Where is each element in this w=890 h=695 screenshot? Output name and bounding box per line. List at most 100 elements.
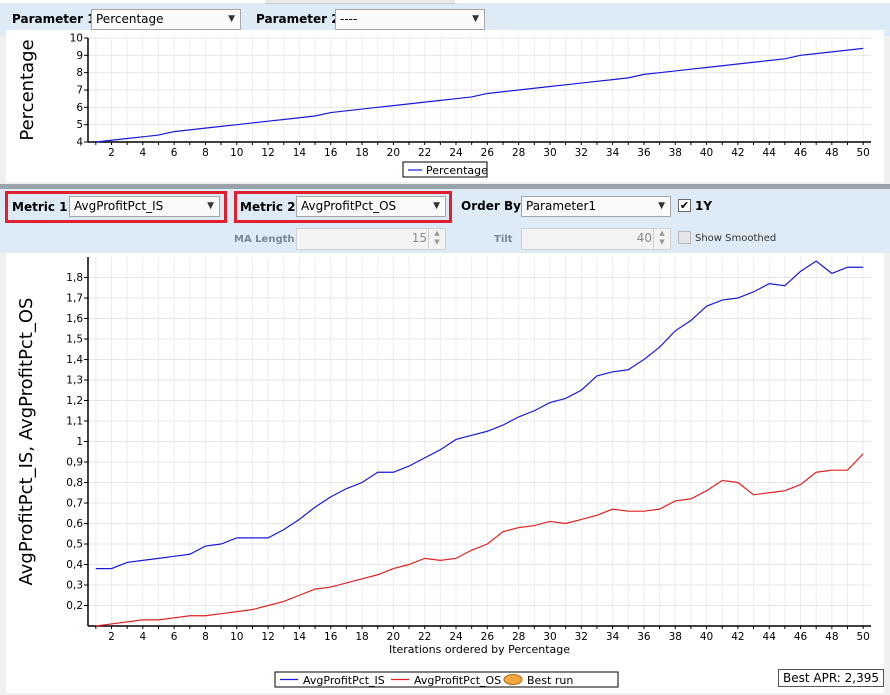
- x-tick-label: 26: [481, 147, 495, 159]
- x-tick-label: 22: [418, 147, 431, 159]
- y-tick-label: 0,4: [66, 559, 83, 571]
- x-tick-label: 40: [700, 631, 713, 643]
- chevron-down-icon: ▼: [433, 201, 440, 211]
- legend-box: [274, 671, 619, 688]
- x-tick-label: 30: [543, 147, 556, 159]
- best-apr-box: Best APR: 2,395: [778, 669, 885, 687]
- y-tick-label: 1: [76, 436, 83, 448]
- parameter2-label: Parameter 2: [256, 12, 340, 26]
- chevron-down-icon: ▼: [228, 14, 235, 24]
- parameter1-value: Percentage: [96, 12, 164, 26]
- x-tick-label: 14: [293, 631, 307, 643]
- metric2-dropdown[interactable]: AvgProfitPct_OS ▼: [296, 196, 446, 217]
- ma-length-value: 15: [411, 231, 427, 245]
- x-tick-label: 6: [171, 631, 178, 643]
- x-tick-label: 38: [669, 631, 682, 643]
- x-tick-label: 48: [825, 147, 838, 159]
- x-tick-label: 42: [731, 631, 744, 643]
- x-tick-label: 34: [606, 631, 620, 643]
- x-tick-label: 24: [449, 147, 463, 159]
- x-tick-label: 44: [763, 147, 777, 159]
- y-tick-label: 1,6: [66, 313, 83, 325]
- x-tick-label: 50: [856, 631, 869, 643]
- legend-label-percentage: Percentage: [426, 164, 488, 177]
- y-tick-label: 6: [76, 102, 83, 114]
- x-tick-label: 30: [543, 631, 556, 643]
- y-tick-label: 0,6: [66, 518, 83, 530]
- legend-label-os: AvgProfitPct_OS: [414, 674, 501, 687]
- show-smoothed-checkbox[interactable]: [678, 231, 691, 244]
- x-tick-label: 2: [108, 631, 115, 643]
- tilt-input[interactable]: 40 ▲ ▼: [521, 228, 671, 250]
- x-tick-label: 20: [387, 147, 400, 159]
- x-tick-label: 32: [575, 147, 588, 159]
- parameter1-label: Parameter 1: [12, 12, 96, 26]
- x-tick-label: 46: [794, 631, 808, 643]
- x-tick-label: 10: [230, 631, 243, 643]
- metric1-highlight: [5, 191, 227, 223]
- x-tick-label: 38: [669, 147, 682, 159]
- parameter2-value: ----: [340, 12, 358, 26]
- x-tick-label: 34: [606, 147, 620, 159]
- x-tick-label: 22: [418, 631, 431, 643]
- y-tick-label: 1,1: [66, 416, 83, 428]
- y-tick-label: 1,2: [66, 395, 83, 407]
- y-tick-label: 0,2: [66, 600, 83, 612]
- legend-label-best-run: Best run: [527, 674, 573, 687]
- x-tick-label: 18: [355, 147, 368, 159]
- x-tick-label: 18: [355, 631, 368, 643]
- x-tick-label: 8: [202, 147, 209, 159]
- orderby-label: Order By: [461, 199, 521, 213]
- x-tick-label: 14: [293, 147, 307, 159]
- y-tick-label: 5: [76, 119, 83, 131]
- ma-length-input[interactable]: 15 ▲ ▼: [296, 228, 446, 250]
- y-tick-label: 9: [76, 50, 83, 62]
- panel-splitter[interactable]: [0, 184, 890, 189]
- x-tick-label: 24: [449, 631, 463, 643]
- x-tick-label: 32: [575, 631, 588, 643]
- orderby-dropdown[interactable]: Parameter1 ▼: [521, 196, 671, 217]
- spinner-arrows-icon[interactable]: ▲ ▼: [428, 229, 445, 249]
- chevron-down-icon: ▼: [472, 14, 479, 24]
- y-tick-label: 0,7: [66, 498, 83, 510]
- x-axis-title: Iterations ordered by Percentage: [389, 643, 570, 656]
- x-tick-label: 16: [324, 631, 338, 643]
- metric2-value: AvgProfitPct_OS: [301, 199, 397, 213]
- metric2-label: Metric 2: [240, 200, 296, 214]
- y-tick-label: 0,9: [66, 457, 83, 469]
- x-tick-label: 12: [261, 147, 274, 159]
- ma-length-label: MA Length: [234, 234, 295, 245]
- x-tick-label: 4: [139, 147, 146, 159]
- y-axis-title: Percentage: [17, 39, 38, 140]
- tilt-value: 40: [636, 231, 652, 245]
- spinner-arrows-icon[interactable]: ▲ ▼: [653, 229, 670, 249]
- metric1-dropdown[interactable]: AvgProfitPct_IS ▼: [69, 196, 220, 217]
- metric1-value: AvgProfitPct_IS: [74, 199, 164, 213]
- y-tick-label: 1,3: [66, 375, 83, 387]
- metric2-highlight: [234, 191, 452, 223]
- y-tick-label: 1,4: [66, 354, 83, 366]
- legend-swatch-best-run: [503, 674, 523, 685]
- series-line-AvgProfitPct_OS: [95, 453, 864, 627]
- x-tick-label: 50: [856, 147, 869, 159]
- oneyear-checkbox[interactable]: ✔: [678, 199, 691, 212]
- oneyear-label: 1Y: [695, 199, 713, 213]
- x-tick-label: 40: [700, 147, 713, 159]
- x-tick-label: 42: [731, 147, 744, 159]
- parameter1-dropdown[interactable]: Percentage ▼: [91, 9, 241, 30]
- x-tick-label: 16: [324, 147, 338, 159]
- y-tick-label: 7: [76, 85, 83, 97]
- checkmark-icon: ✔: [679, 199, 690, 212]
- y-tick-label: 0,8: [66, 477, 83, 489]
- chevron-down-icon: ▼: [658, 201, 665, 211]
- x-tick-label: 28: [512, 147, 525, 159]
- x-tick-label: 8: [202, 631, 209, 643]
- tilt-label: Tilt: [494, 234, 513, 245]
- parameter2-dropdown[interactable]: ---- ▼: [335, 9, 485, 30]
- show-smoothed-label: Show Smoothed: [695, 233, 777, 244]
- x-tick-label: 46: [794, 147, 808, 159]
- y-tick-label: 10: [70, 33, 83, 45]
- x-tick-label: 12: [261, 631, 274, 643]
